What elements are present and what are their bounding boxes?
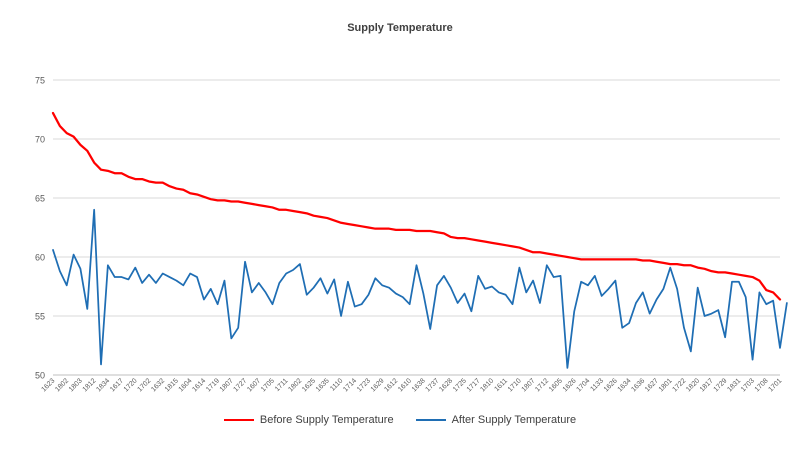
legend-label-before: Before Supply Temperature	[259, 414, 394, 426]
x-tick-label: 1727	[232, 377, 248, 393]
x-tick-label: 1723	[356, 377, 372, 393]
x-tick-label: 1614	[191, 377, 207, 393]
x-tick-label: 1627	[644, 377, 660, 393]
x-tick-label: 1704	[575, 377, 591, 393]
x-tick-label: 1632	[150, 377, 166, 393]
x-tick-label: 1722	[671, 377, 687, 393]
x-tick-label: 1701	[767, 377, 783, 393]
x-tick-label: 1133	[589, 377, 605, 393]
x-tick-label: 1802	[54, 377, 70, 393]
x-tick-label: 1617	[109, 377, 125, 393]
x-tick-label: 1708	[754, 377, 770, 393]
x-tick-label: 1626	[603, 377, 619, 393]
x-tick-label: 1725	[452, 377, 468, 393]
x-tick-label: 1810	[479, 377, 495, 393]
x-tick-label: 1815	[164, 377, 180, 393]
x-tick-label: 1817	[699, 377, 715, 393]
x-tick-label: 1605	[548, 377, 564, 393]
x-tick-label: 1636	[630, 377, 646, 393]
y-tick-label: 70	[35, 135, 45, 145]
x-tick-label: 1712	[534, 377, 550, 393]
x-tick-label: 1831	[726, 377, 742, 393]
x-tick-label: 1729	[713, 377, 729, 393]
x-tick-label: 1634	[617, 377, 633, 393]
x-tick-label: 1607	[246, 377, 262, 393]
y-tick-label: 75	[35, 76, 45, 86]
legend: Before Supply Temperature After Supply T…	[0, 414, 800, 426]
x-tick-label: 1802	[287, 377, 303, 393]
x-tick-label: 1625	[301, 377, 317, 393]
x-tick-label: 1705	[260, 377, 276, 393]
x-tick-label: 1635	[315, 377, 331, 393]
x-tick-label: 1703	[740, 377, 756, 393]
legend-item-before: Before Supply Temperature	[223, 414, 394, 426]
x-tick-label: 1803	[68, 377, 84, 393]
series-lines	[51, 111, 788, 369]
gridlines	[53, 79, 780, 376]
y-tick-label: 65	[35, 194, 45, 204]
x-tick-label: 1812	[82, 377, 98, 393]
x-tick-label: 1719	[205, 377, 221, 393]
legend-label-after: After Supply Temperature	[451, 414, 577, 426]
chart-title: Supply Temperature	[347, 22, 453, 34]
x-tick-label: 1702	[136, 377, 152, 393]
x-axis-tick-labels: 1623180218031812183416171720170216321815…	[40, 377, 783, 393]
y-tick-label: 60	[35, 253, 45, 263]
x-tick-label: 1834	[95, 377, 111, 393]
x-tick-label: 1638	[411, 377, 427, 393]
x-tick-label: 1611	[493, 377, 509, 393]
series-line-before	[51, 111, 782, 301]
series-line-after	[52, 208, 788, 369]
legend-swatch-after	[415, 419, 446, 421]
y-axis-tick-labels: 50 55 60 65 70 75	[35, 76, 45, 381]
x-tick-label: 1714	[342, 377, 358, 393]
x-tick-label: 1110	[329, 377, 344, 392]
x-tick-label: 1807	[219, 377, 235, 393]
legend-swatch-before	[223, 419, 254, 421]
legend-item-after: After Supply Temperature	[415, 414, 577, 426]
x-tick-label: 1628	[438, 377, 454, 393]
x-tick-label: 1717	[466, 377, 482, 393]
x-tick-label: 1626	[562, 377, 578, 393]
x-tick-label: 1720	[123, 377, 139, 393]
y-tick-label: 55	[35, 312, 45, 322]
x-tick-label: 1612	[383, 377, 399, 393]
x-tick-label: 1711	[274, 377, 290, 393]
x-tick-label: 1737	[425, 377, 441, 393]
x-tick-label: 1820	[685, 377, 701, 393]
x-tick-label: 1610	[397, 377, 413, 393]
x-tick-label: 1629	[370, 377, 386, 393]
x-tick-label: 1710	[507, 377, 523, 393]
y-tick-label: 50	[35, 371, 45, 381]
x-tick-label: 1807	[521, 377, 537, 393]
x-tick-label: 1801	[658, 377, 674, 393]
x-tick-label: 1604	[178, 377, 194, 393]
